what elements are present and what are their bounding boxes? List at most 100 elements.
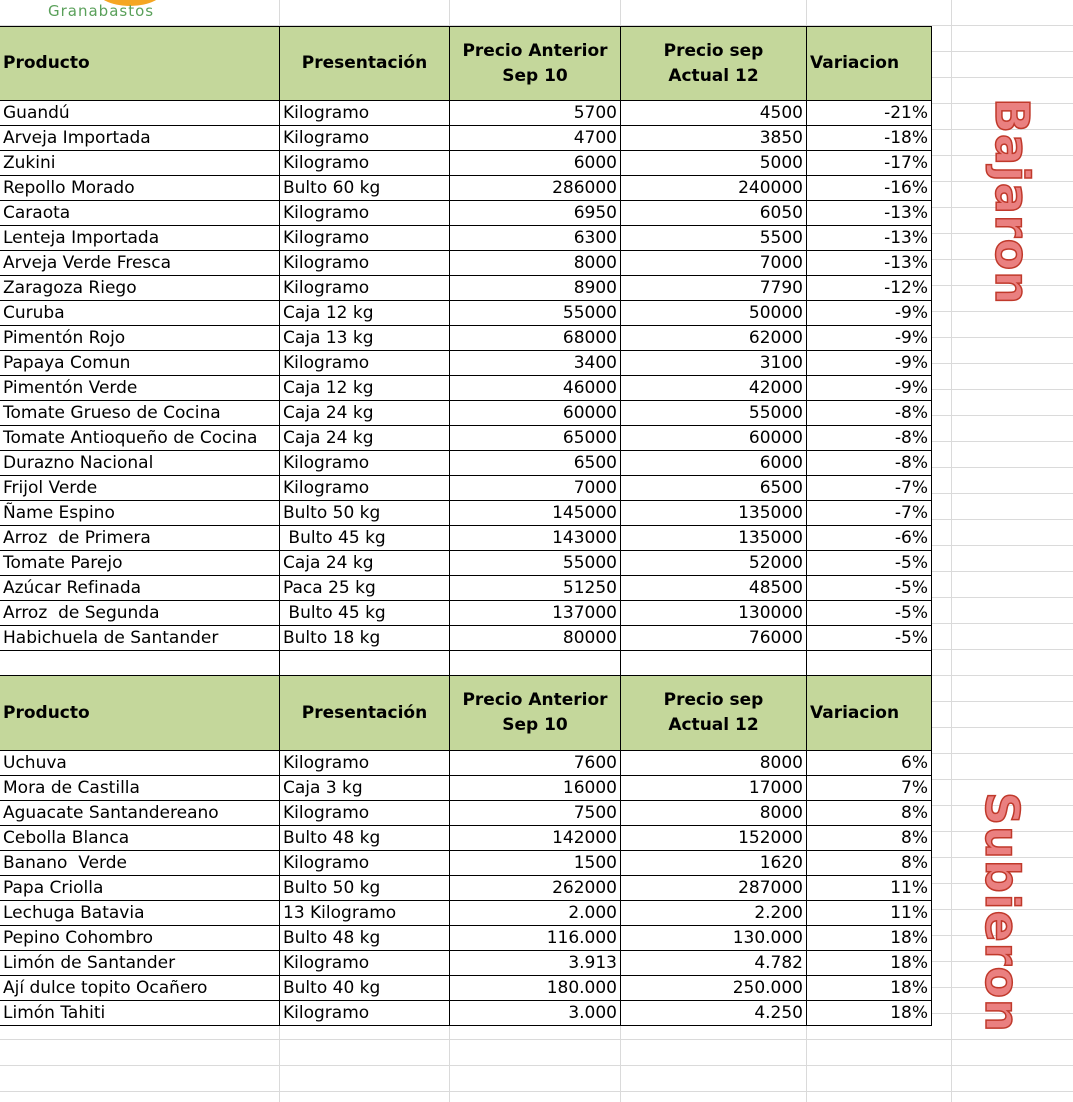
table-cell: 48500 bbox=[621, 576, 807, 601]
table-cell: Caja 12 kg bbox=[280, 301, 450, 326]
table-cell: 18% bbox=[807, 926, 932, 951]
header-text: Presentación bbox=[301, 702, 428, 723]
table-cell: 8000 bbox=[621, 751, 807, 776]
table-cell: 5700 bbox=[450, 101, 621, 126]
table-cell: Bulto 50 kg bbox=[280, 501, 450, 526]
table-cell: -18% bbox=[807, 126, 932, 151]
table-cell: Caraota bbox=[0, 201, 280, 226]
table-cell: 4.250 bbox=[621, 1001, 807, 1026]
table-cell: 3850 bbox=[621, 126, 807, 151]
header-text: Variacion bbox=[810, 53, 900, 73]
table-cell: 62000 bbox=[621, 326, 807, 351]
header-cell: Producto bbox=[0, 26, 280, 101]
header-text: Producto bbox=[3, 53, 90, 73]
table-cell: Papa Criolla bbox=[0, 876, 280, 901]
table-cell: 145000 bbox=[450, 501, 621, 526]
table-cell: Lechuga Batavia bbox=[0, 901, 280, 926]
header-text: Actual 12 bbox=[668, 715, 759, 735]
header-text: Sep 10 bbox=[502, 715, 568, 735]
header-cell: Precio sep Actual 12 bbox=[621, 676, 807, 751]
table-cell: 8000 bbox=[621, 801, 807, 826]
header-cell: Precio sep Actual 12 bbox=[621, 26, 807, 101]
table-cell: -8% bbox=[807, 426, 932, 451]
table-cell: 8900 bbox=[450, 276, 621, 301]
table-cell: 143000 bbox=[450, 526, 621, 551]
table-cell: Kilogramo bbox=[280, 151, 450, 176]
table-cell: Kilogramo bbox=[280, 351, 450, 376]
table-cell: Arveja Verde Fresca bbox=[0, 251, 280, 276]
table-cell: 286000 bbox=[450, 176, 621, 201]
table-cell: -7% bbox=[807, 476, 932, 501]
table-cell: -9% bbox=[807, 326, 932, 351]
table-cell: Kilogramo bbox=[280, 451, 450, 476]
logo: Granabastos bbox=[0, 0, 260, 22]
header-cell: Variacion bbox=[807, 26, 932, 101]
table-cell: 76000 bbox=[621, 626, 807, 651]
table-cell: 13 Kilogramo bbox=[280, 901, 450, 926]
table-cell: 116.000 bbox=[450, 926, 621, 951]
table-cell: Mora de Castilla bbox=[0, 776, 280, 801]
table-cell: 130000 bbox=[621, 601, 807, 626]
table-cell: Papaya Comun bbox=[0, 351, 280, 376]
header-text: Precio Anterior bbox=[462, 40, 608, 61]
table-cell: Tomate Antioqueño de Cocina bbox=[0, 426, 280, 451]
table-cell: Lenteja Importada bbox=[0, 226, 280, 251]
table-cell: Bulto 45 kg bbox=[280, 601, 450, 626]
table-cell: Kilogramo bbox=[280, 751, 450, 776]
table-cell: 1620 bbox=[621, 851, 807, 876]
table-cell: Kilogramo bbox=[280, 801, 450, 826]
table-cell: 18% bbox=[807, 951, 932, 976]
table-cell: -13% bbox=[807, 251, 932, 276]
table-cell: Bulto 40 kg bbox=[280, 976, 450, 1001]
table-cell: 80000 bbox=[450, 626, 621, 651]
table-cell: -8% bbox=[807, 401, 932, 426]
table-cell: -8% bbox=[807, 451, 932, 476]
table-cell: Guandú bbox=[0, 101, 280, 126]
table-cell: 6000 bbox=[621, 451, 807, 476]
table-cell: Caja 13 kg bbox=[280, 326, 450, 351]
table-cell: Pepino Cohombro bbox=[0, 926, 280, 951]
header-text: Producto bbox=[3, 702, 90, 723]
table-cell: Kilogramo bbox=[280, 276, 450, 301]
table-cell: 4700 bbox=[450, 126, 621, 151]
table-cell: -13% bbox=[807, 226, 932, 251]
header-text: Presentación bbox=[301, 53, 428, 73]
table-cell: Ñame Espino bbox=[0, 501, 280, 526]
table-cell: Arroz de Segunda bbox=[0, 601, 280, 626]
table-cell: 3.913 bbox=[450, 951, 621, 976]
table-cell: 7600 bbox=[450, 751, 621, 776]
table-cell: 65000 bbox=[450, 426, 621, 451]
table-cell: 137000 bbox=[450, 601, 621, 626]
table-cell: Zaragoza Riego bbox=[0, 276, 280, 301]
header-cell: Presentación bbox=[280, 26, 450, 101]
table-cell: -5% bbox=[807, 551, 932, 576]
table-cell: Pimentón Verde bbox=[0, 376, 280, 401]
table-cell: Azúcar Refinada bbox=[0, 576, 280, 601]
table-cell: 7790 bbox=[621, 276, 807, 301]
table-cell: 1500 bbox=[450, 851, 621, 876]
table-cell: -9% bbox=[807, 351, 932, 376]
table-cell: 68000 bbox=[450, 326, 621, 351]
table-cell: -17% bbox=[807, 151, 932, 176]
table-cell: Limón de Santander bbox=[0, 951, 280, 976]
empty-cell bbox=[0, 651, 280, 676]
table-cell: Paca 25 kg bbox=[280, 576, 450, 601]
header-cell: Producto bbox=[0, 676, 280, 751]
table-cell: 50000 bbox=[621, 301, 807, 326]
table-cell: 5500 bbox=[621, 226, 807, 251]
table-cell: Habichuela de Santander bbox=[0, 626, 280, 651]
table-cell: Aguacate Santandereano bbox=[0, 801, 280, 826]
table-cell: 152000 bbox=[621, 826, 807, 851]
table-cell: -5% bbox=[807, 601, 932, 626]
table-cell: -9% bbox=[807, 376, 932, 401]
table-cell: Tomate Grueso de Cocina bbox=[0, 401, 280, 426]
table-cell: 180.000 bbox=[450, 976, 621, 1001]
header-text: Precio Anterior bbox=[462, 690, 608, 710]
table-cell: Kilogramo bbox=[280, 201, 450, 226]
table-cell: 7000 bbox=[621, 251, 807, 276]
table-cell: 60000 bbox=[450, 401, 621, 426]
empty-cell bbox=[807, 651, 932, 676]
logo-text: Granabastos bbox=[48, 2, 155, 20]
table-cell: 8% bbox=[807, 851, 932, 876]
table-cell: 135000 bbox=[621, 526, 807, 551]
